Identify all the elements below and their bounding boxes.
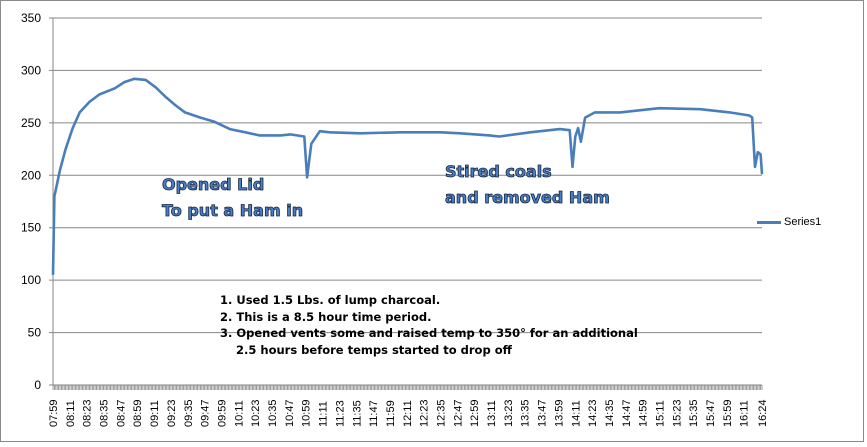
- y-tick-label: 0: [34, 378, 41, 392]
- x-tick-label: 08:11: [65, 400, 77, 427]
- x-tick-label: 09:23: [166, 399, 178, 427]
- note-line: 2.5 hours before temps started to drop o…: [236, 342, 512, 357]
- x-tick-label: 09:35: [183, 399, 195, 427]
- x-tick-label: 14:23: [587, 399, 599, 427]
- y-tick-label: 200: [21, 168, 41, 182]
- x-tick-label: 13:59: [553, 399, 565, 427]
- notes-block: 1. Used 1.5 Lbs. of lump charcoal. 2. Th…: [220, 292, 638, 358]
- annotation-line: Stired coals: [445, 162, 553, 182]
- x-tick-label: 10:47: [284, 399, 296, 427]
- x-tick-label: 11:11: [318, 401, 330, 427]
- x-tick-label: 13:11: [486, 400, 498, 427]
- x-tick-label: 11:23: [334, 400, 346, 427]
- x-tick-label: 13:35: [520, 399, 532, 427]
- x-tick-label: 11:35: [351, 400, 363, 427]
- x-tick-label: 14:11: [570, 400, 582, 427]
- x-tick-label: 14:47: [621, 399, 633, 427]
- annotation-line: and removed Ham: [445, 188, 611, 208]
- note-line: 2. This is a 8.5 hour time period.: [220, 309, 432, 324]
- note-line: 3. Opened vents some and raised temp to …: [220, 326, 638, 340]
- x-tick-label: 13:47: [537, 399, 549, 427]
- x-tick-label: 08:23: [82, 399, 94, 427]
- note-line: 1. Used 1.5 Lbs. of lump charcoal.: [220, 293, 441, 307]
- x-tick-label: 12:23: [419, 399, 431, 427]
- x-tick-label: 10:35: [267, 399, 279, 427]
- x-tick-label: 16:24: [757, 399, 769, 427]
- y-tick-label: 300: [21, 63, 41, 77]
- x-tick-label: 09:59: [216, 399, 228, 427]
- x-tick-label: 15:35: [688, 399, 700, 427]
- legend-swatch: [757, 220, 781, 224]
- x-tick-label: 14:59: [638, 399, 650, 427]
- series-line: [51, 77, 764, 275]
- x-tick-label: 15:47: [705, 399, 717, 427]
- x-tick-label: 12:35: [435, 399, 447, 427]
- x-tick-label: 12:11: [402, 400, 414, 427]
- annotation-line: To put a Ham in: [162, 201, 304, 221]
- x-tick-label: 13:23: [503, 399, 515, 427]
- annotation-opened-lid: Opened Lid To put a Ham in: [162, 172, 304, 224]
- y-tick-label: 150: [21, 221, 41, 235]
- y-tick-label: 250: [21, 116, 41, 130]
- y-tick-label: 350: [21, 11, 41, 25]
- x-tick-label: 08:47: [115, 399, 127, 427]
- x-tick-label: 10:11: [233, 400, 245, 427]
- y-tick-label: 50: [28, 326, 42, 340]
- x-tick-label: 12:59: [469, 399, 481, 427]
- legend: Series1: [757, 216, 821, 228]
- x-tick-label: 12:47: [452, 399, 464, 427]
- x-tick-label: 10:59: [301, 399, 313, 427]
- x-tick-label: 09:11: [149, 400, 161, 427]
- y-tick-label: 100: [21, 273, 41, 287]
- x-tick-label: 09:47: [200, 399, 212, 427]
- x-tick-label: 07:59: [48, 399, 60, 427]
- x-tick-label: 11:59: [385, 400, 397, 427]
- x-tick-label: 11:47: [368, 400, 380, 427]
- x-tick-label: 08:35: [99, 399, 111, 427]
- x-tick-label: 15:59: [722, 399, 734, 427]
- x-tick-label: 15:11: [655, 400, 667, 427]
- legend-label: Series1: [784, 216, 822, 228]
- x-tick-label: 14:35: [604, 399, 616, 427]
- x-tick-label: 15:23: [671, 399, 683, 427]
- x-tick-label: 16:11: [739, 400, 751, 427]
- x-tick-label: 08:59: [132, 399, 144, 427]
- annotation-stired-coals: Stired coals and removed Ham: [445, 159, 611, 211]
- x-tick-label: 10:23: [250, 399, 262, 427]
- annotation-line: Opened Lid: [162, 175, 265, 195]
